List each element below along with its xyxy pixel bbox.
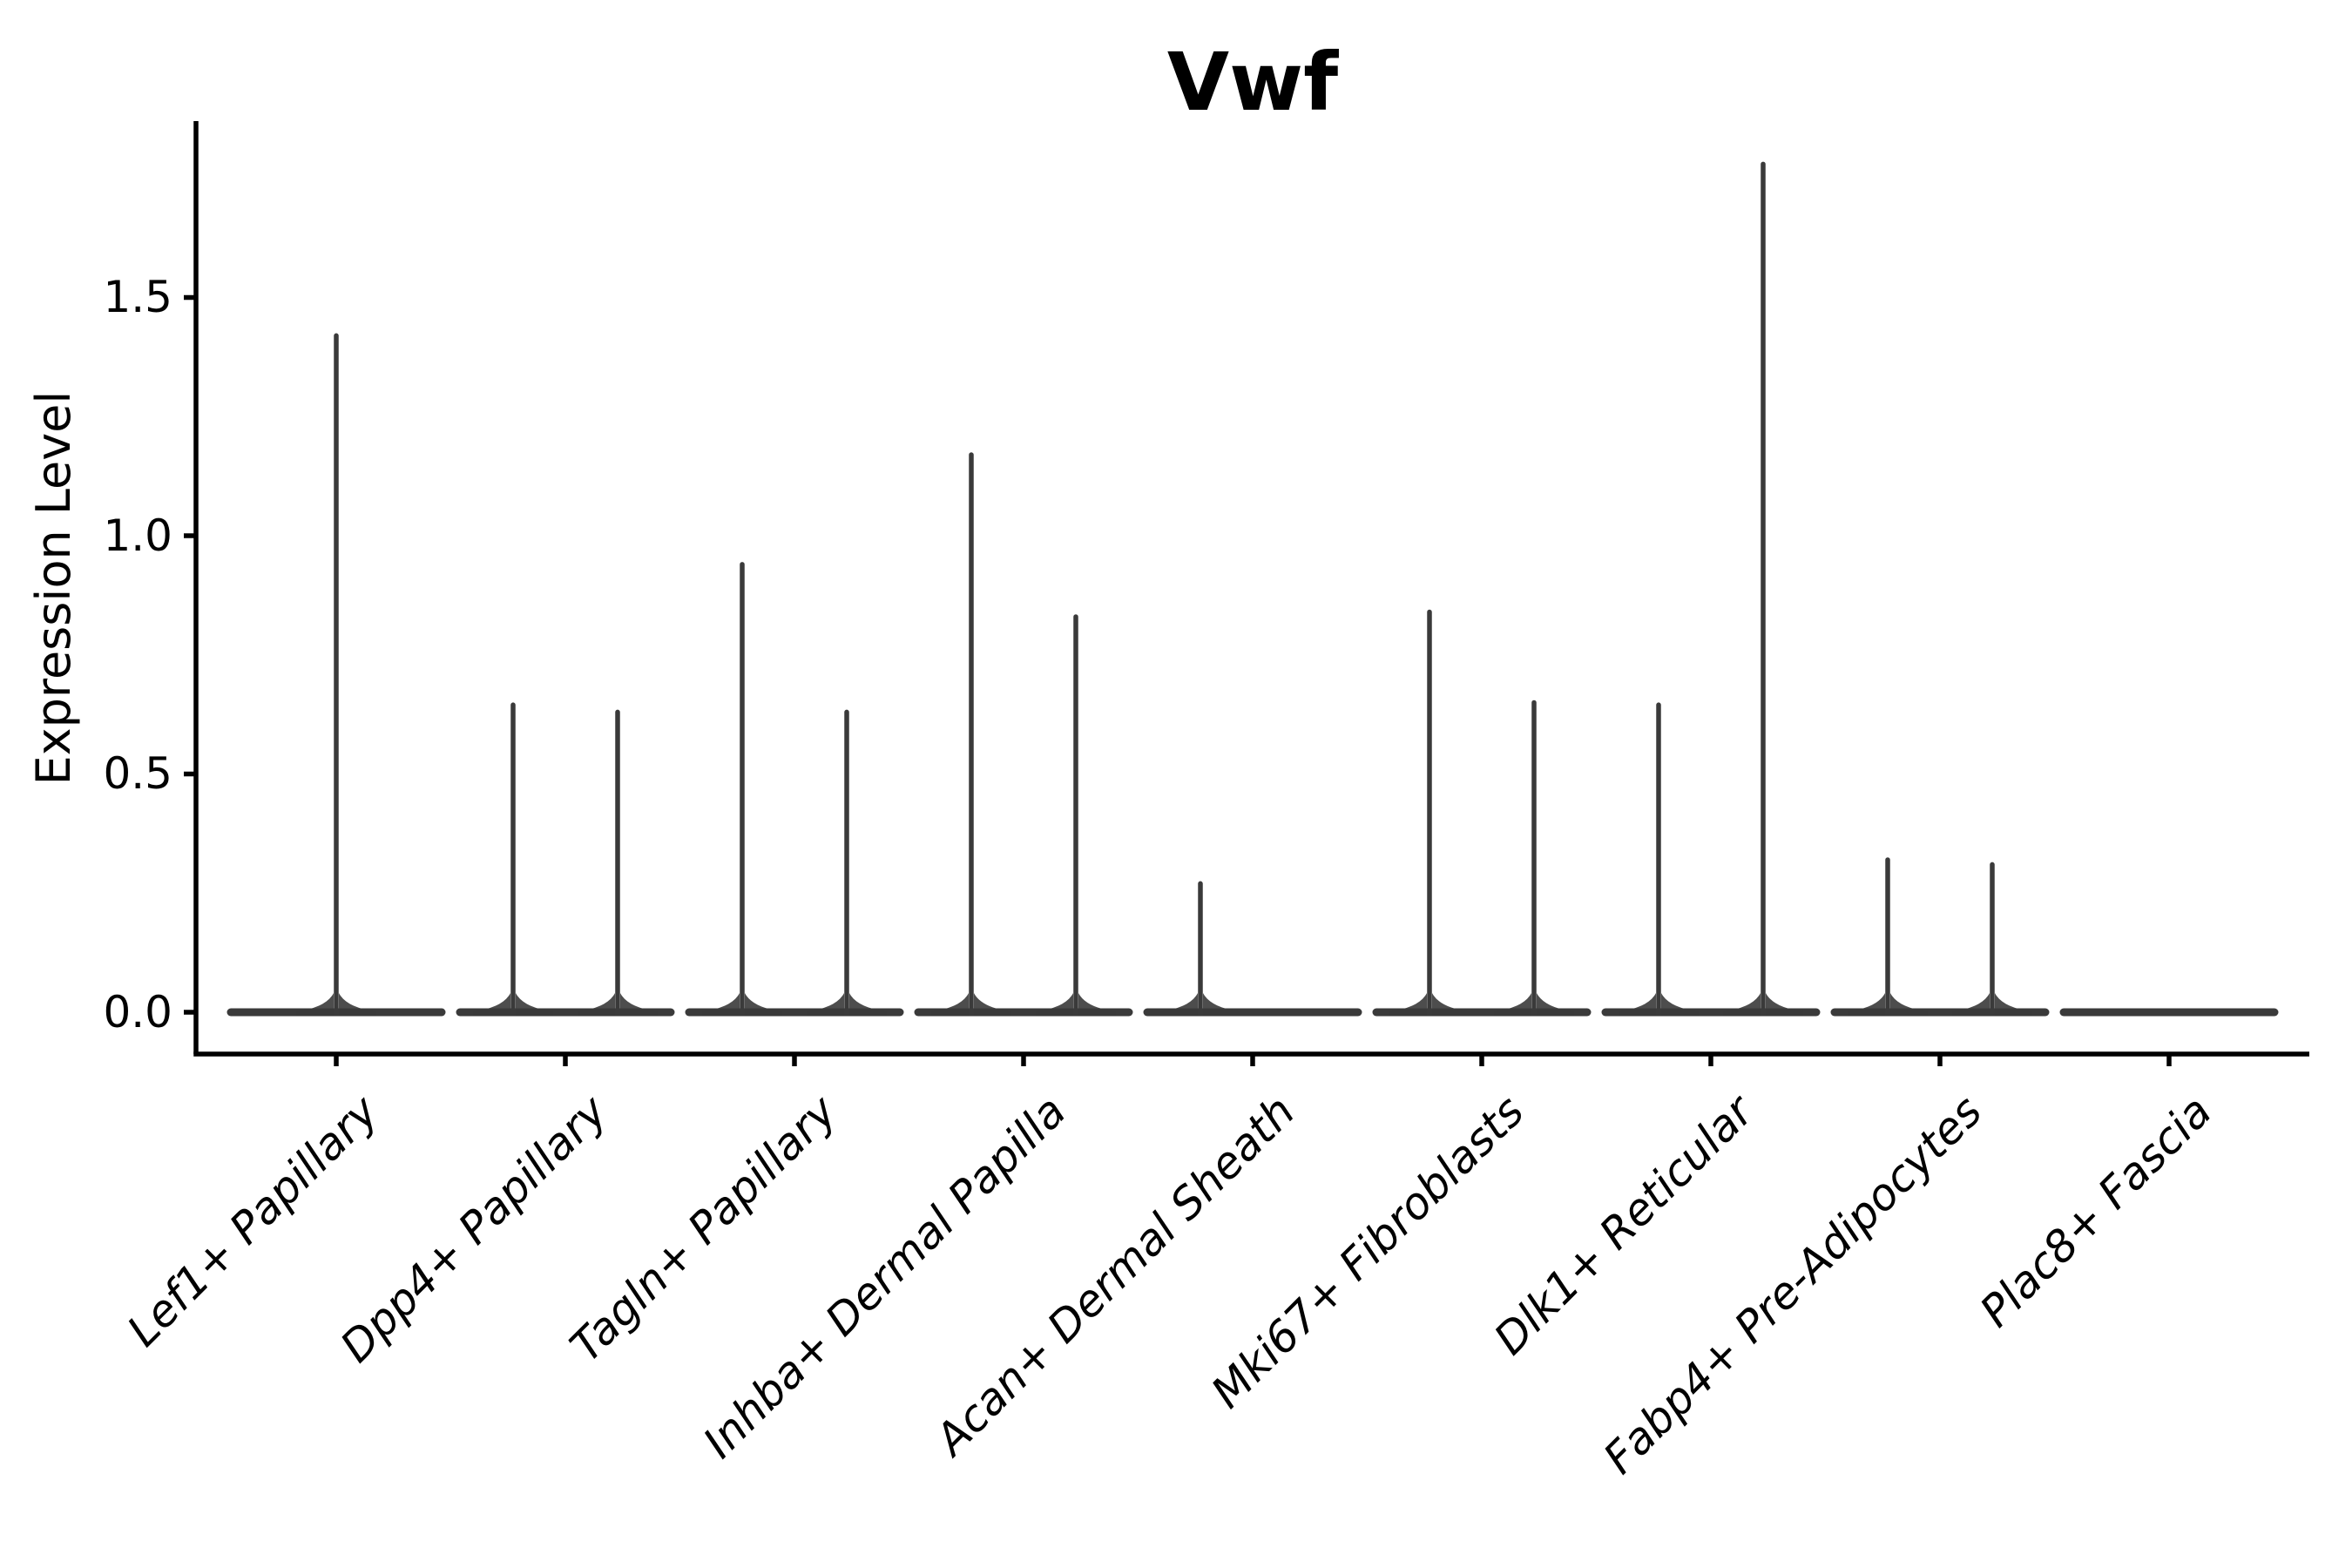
violin-flare	[1494, 993, 1574, 1016]
chart-title: Vwf	[1166, 36, 1339, 129]
y-tick-label-1.0: 1.0	[103, 510, 172, 561]
y-tick-label-0.0: 0.0	[103, 987, 172, 1037]
y-axis-label: Expression Level	[26, 390, 81, 786]
violin-flare	[578, 993, 658, 1016]
violin-flare	[1036, 993, 1116, 1016]
violin-flare	[1952, 993, 2032, 1016]
violin-flare	[1619, 993, 1699, 1016]
violin-flare	[702, 993, 782, 1016]
violin-flare	[473, 993, 553, 1016]
violin-flare	[1723, 993, 1803, 1016]
violin-flare	[1389, 993, 1470, 1016]
violin-flare	[931, 993, 1011, 1016]
violin-flare	[296, 993, 376, 1016]
violin-flare	[1160, 993, 1240, 1016]
y-tick-label-1.5: 1.5	[103, 272, 172, 322]
violin-flare	[807, 993, 887, 1016]
violin-flare	[1848, 993, 1928, 1016]
y-tick-label-0.5: 0.5	[103, 748, 172, 799]
